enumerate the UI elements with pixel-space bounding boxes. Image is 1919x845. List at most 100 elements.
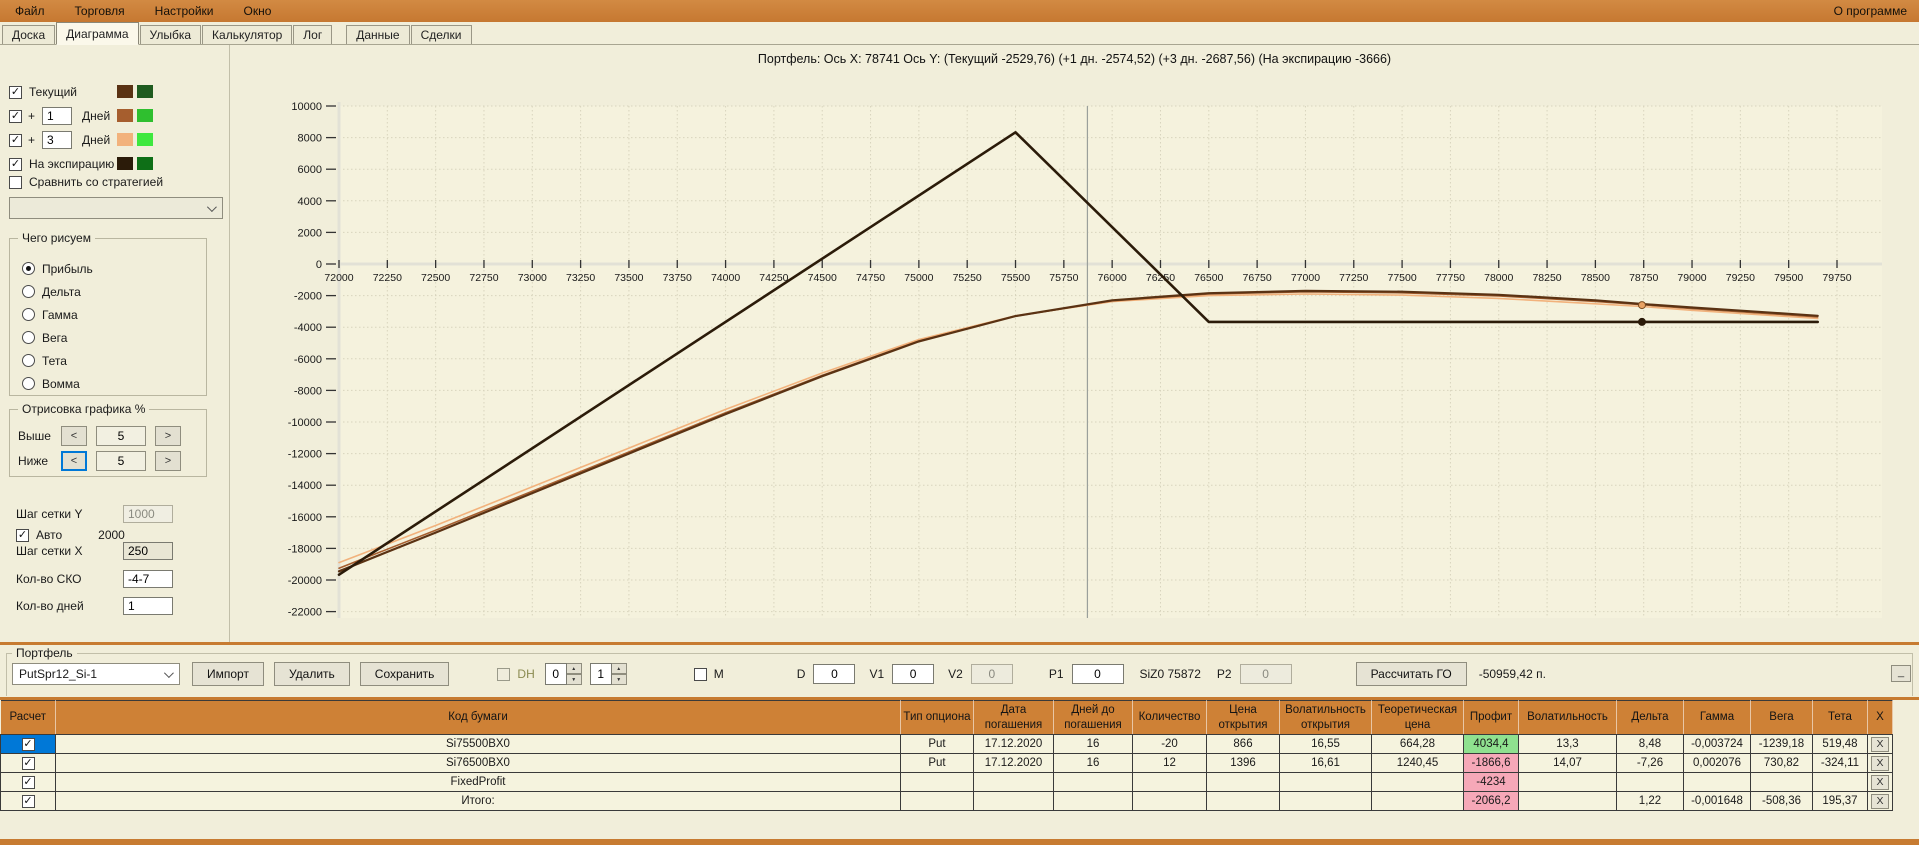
p1-input[interactable] bbox=[1071, 664, 1124, 684]
series-checkbox[interactable]: ✓ bbox=[9, 109, 22, 123]
draw-option-дельта[interactable]: Дельта bbox=[22, 280, 93, 303]
menu-item-1[interactable]: Файл bbox=[15, 4, 45, 18]
draw-option-вега[interactable]: Вега bbox=[22, 326, 93, 349]
col-header-gamma[interactable]: Гамма bbox=[1683, 700, 1751, 735]
table-row[interactable]: ✓ Si76500BX0 Put 17.12.2020 16 12 1396 16,61 124… bbox=[0, 753, 1893, 773]
auto-grid-checkbox[interactable]: ✓ bbox=[16, 528, 29, 542]
menu-item-4[interactable]: Окно bbox=[243, 4, 272, 18]
col-header-delta[interactable]: Дельта bbox=[1616, 700, 1684, 735]
cell-x: X bbox=[1867, 753, 1893, 773]
col-header-code[interactable]: Код бумаги bbox=[55, 700, 901, 735]
portfolio-preset-select[interactable]: PutSpr12_Si-1 bbox=[12, 663, 180, 685]
col-header-calc[interactable]: Расчет bbox=[0, 700, 56, 735]
chart-settings-sidebar: ✓ Текущий ✓ + Дней ✓ + Дней ✓ На экспирацию Сравн… bbox=[0, 45, 230, 642]
tab-лог[interactable]: Лог bbox=[293, 25, 333, 44]
col-header-type[interactable]: Тип опциона bbox=[900, 700, 974, 735]
profit-chart[interactable]: -22000-20000-18000-16000-14000-12000-100… bbox=[230, 75, 1919, 635]
tab-улыбка[interactable]: Улыбка bbox=[139, 25, 202, 44]
import-button[interactable]: Импорт bbox=[192, 662, 264, 686]
spinner-up-icon[interactable]: ▲ bbox=[611, 663, 627, 674]
col-header-vega[interactable]: Вега bbox=[1750, 700, 1813, 735]
plot-background[interactable] bbox=[339, 106, 1882, 618]
series-checkbox[interactable]: ✓ bbox=[9, 133, 22, 147]
y-tick-label: -4000 bbox=[294, 322, 322, 334]
draw-option-тета[interactable]: Тета bbox=[22, 349, 93, 372]
days-offset-input[interactable] bbox=[42, 131, 73, 149]
col-header-theo_price[interactable]: Теоретическая цена bbox=[1371, 700, 1464, 735]
radio-icon[interactable] bbox=[22, 308, 35, 321]
render-percent-input[interactable] bbox=[96, 425, 146, 446]
draw-option-прибыль[interactable]: Прибыль bbox=[22, 257, 93, 280]
row-calc-checkbox[interactable]: ✓ bbox=[21, 775, 35, 789]
col-header-qty[interactable]: Количество bbox=[1132, 700, 1207, 735]
days-offset-input[interactable] bbox=[42, 107, 73, 125]
cell-type bbox=[900, 772, 974, 792]
spinner-1-input[interactable] bbox=[544, 663, 567, 685]
days-count-input[interactable] bbox=[123, 597, 173, 615]
radio-icon[interactable] bbox=[22, 354, 35, 367]
row-remove-button[interactable]: X bbox=[1871, 793, 1889, 809]
m-checkbox[interactable] bbox=[693, 667, 707, 681]
spinner-2-input[interactable] bbox=[589, 663, 612, 685]
x-tick-label: 77250 bbox=[1339, 272, 1368, 284]
col-header-days[interactable]: Дней до погашения bbox=[1053, 700, 1133, 735]
radio-icon[interactable] bbox=[22, 262, 35, 275]
strategy-select[interactable] bbox=[9, 197, 223, 219]
decrease-button[interactable]: < bbox=[61, 450, 87, 471]
grid-x-input[interactable] bbox=[123, 542, 173, 560]
row-calc-checkbox[interactable]: ✓ bbox=[21, 794, 35, 808]
col-header-open_price[interactable]: Цена открытия bbox=[1206, 700, 1280, 735]
increase-button[interactable]: > bbox=[155, 425, 181, 446]
row-remove-button[interactable]: X bbox=[1871, 755, 1889, 771]
tab-доска[interactable]: Доска bbox=[2, 25, 56, 44]
series-checkbox[interactable]: ✓ bbox=[9, 157, 22, 171]
row-calc-checkbox[interactable]: ✓ bbox=[21, 737, 35, 751]
draw-option-вомма[interactable]: Вомма bbox=[22, 372, 93, 395]
row-calc-checkbox[interactable]: ✓ bbox=[21, 756, 35, 770]
decrease-button[interactable]: < bbox=[61, 425, 87, 446]
tab-калькулятор[interactable]: Калькулятор bbox=[202, 25, 293, 44]
save-button[interactable]: Сохранить bbox=[359, 662, 450, 686]
delete-button[interactable]: Удалить bbox=[273, 662, 350, 686]
v1-input[interactable] bbox=[892, 664, 935, 684]
draw-what-group: Чего рисуем Прибыль Дельта Гамма Вега Тета Во… bbox=[9, 231, 207, 396]
spinner-down-icon[interactable]: ▼ bbox=[566, 674, 582, 685]
menu-item-2[interactable]: Торговля bbox=[74, 4, 125, 18]
table-row[interactable]: ✓ Итого: -2066,2 1,22 -0,001648 -508,36 195,37… bbox=[0, 791, 1893, 811]
col-header-expiry[interactable]: Дата погашения bbox=[973, 700, 1054, 735]
row-remove-button[interactable]: X bbox=[1871, 774, 1889, 790]
render-percent-input[interactable] bbox=[96, 450, 146, 471]
menu-item-3[interactable]: Настройки bbox=[154, 4, 214, 18]
col-header-vol[interactable]: Волатильность bbox=[1518, 700, 1617, 735]
radio-icon[interactable] bbox=[22, 331, 35, 344]
draw-option-гамма[interactable]: Гамма bbox=[22, 303, 93, 326]
spinner-up-icon[interactable]: ▲ bbox=[566, 663, 582, 674]
table-row[interactable]: ✓ FixedProfit -4234 X bbox=[0, 772, 1893, 792]
col-header-open_vol[interactable]: Волатильность открытия bbox=[1279, 700, 1372, 735]
radio-icon[interactable] bbox=[22, 377, 35, 390]
minimize-panel-button[interactable]: _ bbox=[1891, 665, 1911, 682]
col-header-x[interactable]: X bbox=[1867, 700, 1893, 735]
series-checkbox[interactable]: ✓ bbox=[9, 85, 22, 99]
tab-сделки[interactable]: Сделки bbox=[410, 25, 472, 44]
spinner-down-icon[interactable]: ▼ bbox=[611, 674, 627, 685]
spinner-1-arrows[interactable]: ▲ ▼ bbox=[566, 663, 582, 685]
d-input[interactable] bbox=[813, 664, 856, 684]
cell-open_price bbox=[1206, 791, 1280, 811]
calc-margin-button[interactable]: Рассчитать ГО bbox=[1355, 662, 1467, 686]
menu-item-about[interactable]: О программе bbox=[1833, 4, 1907, 18]
tab-данные[interactable]: Данные bbox=[346, 25, 410, 44]
sko-count-input[interactable] bbox=[123, 570, 173, 588]
tab-диаграмма[interactable]: Диаграмма bbox=[56, 22, 139, 45]
spinner-2-arrows[interactable]: ▲ ▼ bbox=[611, 663, 627, 685]
increase-button[interactable]: > bbox=[155, 450, 181, 471]
row-remove-button[interactable]: X bbox=[1871, 736, 1889, 752]
table-row[interactable]: ✓ Si75500BX0 Put 17.12.2020 16 -20 866 16,55 664… bbox=[0, 734, 1893, 754]
col-header-profit[interactable]: Профит bbox=[1463, 700, 1519, 735]
compare-strategy-checkbox[interactable] bbox=[9, 175, 22, 189]
radio-icon[interactable] bbox=[22, 285, 35, 298]
cell-open_vol: 16,61 bbox=[1279, 753, 1372, 773]
grid-x-label: Шаг сетки X bbox=[16, 544, 83, 558]
x-tick-label: 78500 bbox=[1581, 272, 1610, 284]
col-header-theta[interactable]: Тета bbox=[1812, 700, 1868, 735]
